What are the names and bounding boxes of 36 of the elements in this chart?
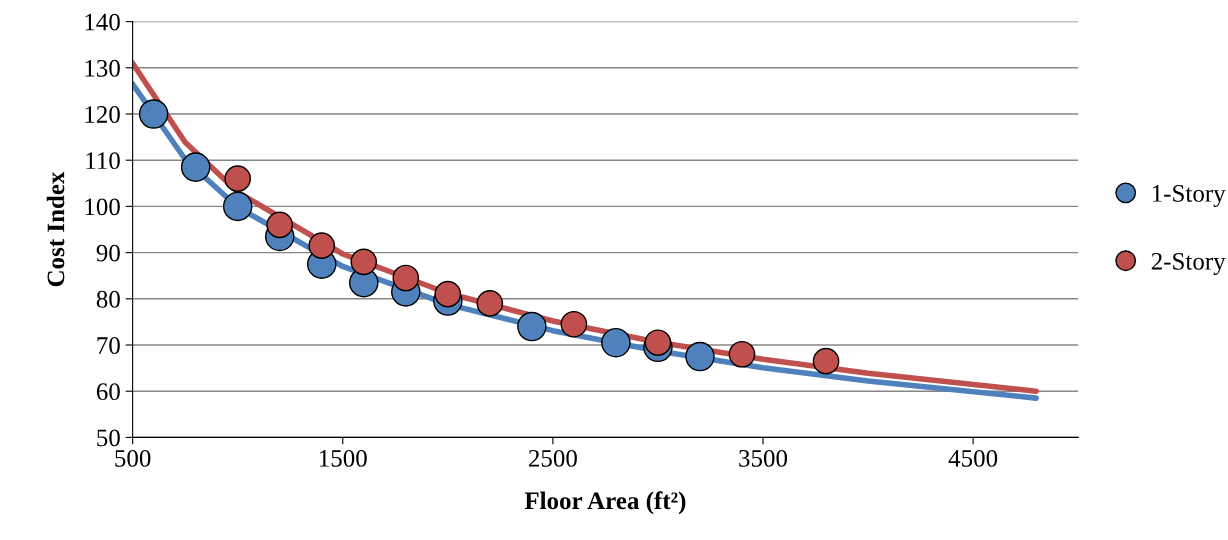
y-axis-title: Cost Index	[46, 171, 65, 287]
point	[434, 280, 462, 308]
point	[138, 99, 169, 129]
y-tick-label: 70	[97, 337, 120, 354]
legend-label: 2-Story	[1151, 252, 1226, 275]
point	[728, 340, 756, 368]
point	[308, 232, 336, 259]
x-tick-label: 2500	[528, 449, 577, 467]
legend-label: 1-Story	[1152, 185, 1226, 207]
point	[644, 329, 672, 357]
point	[476, 290, 504, 317]
point	[812, 347, 840, 375]
point	[224, 165, 251, 192]
y-tick-label: 140	[85, 13, 120, 31]
point	[517, 311, 547, 342]
point	[601, 327, 631, 358]
y-tick-label: 130	[85, 59, 120, 77]
point	[222, 191, 253, 222]
y-tick-label: 120	[85, 106, 120, 123]
y-tick-label: 80	[96, 290, 120, 308]
y-tick-label: 110	[86, 152, 120, 170]
x-tick-label: 4500	[948, 449, 998, 467]
y-tick-label: 50	[97, 429, 120, 447]
point	[392, 264, 420, 292]
point	[685, 341, 715, 372]
y-tick-label: 90	[96, 244, 120, 262]
x-tick-label: 1500	[319, 449, 367, 467]
y-tick-label: 100	[85, 198, 120, 216]
x-tick-label: 500	[115, 449, 151, 467]
point	[180, 152, 211, 182]
point	[350, 248, 378, 276]
y-tick-label: 60	[96, 383, 120, 401]
point	[560, 310, 588, 338]
x-axis-title: Floor Area (ft²)	[524, 491, 686, 515]
point	[266, 211, 294, 239]
x-tick-label: 3500	[739, 449, 788, 467]
